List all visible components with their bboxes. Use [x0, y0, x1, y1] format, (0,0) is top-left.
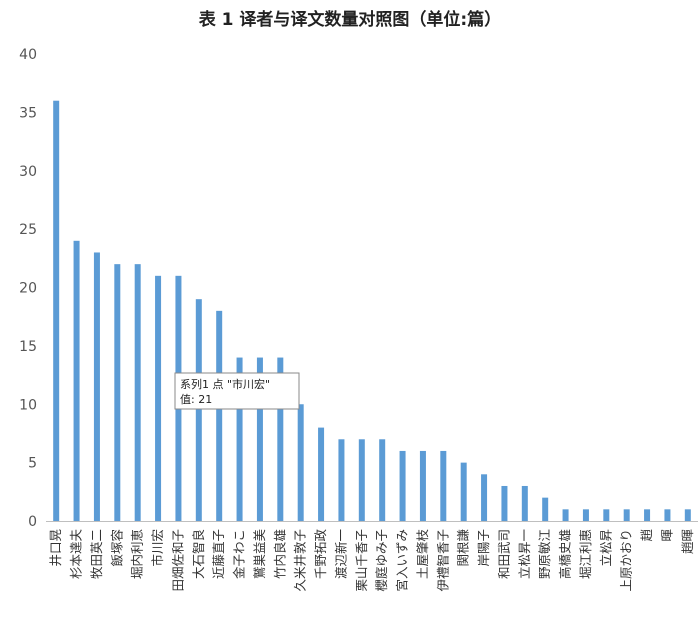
- x-tick-label: 立松昇一: [517, 529, 532, 579]
- bar[interactable]: [542, 497, 549, 521]
- x-tick-label: 田畑佐和子: [170, 529, 185, 592]
- x-tick-label: 堀内利恵: [130, 529, 145, 579]
- x-tick-label: 野原敏江: [537, 529, 552, 579]
- x-tick-label: 宮入いずみ: [395, 529, 410, 592]
- bar[interactable]: [297, 404, 304, 521]
- x-tick-label: 高橋史雄: [558, 529, 573, 579]
- tooltip-value: 值: 21: [180, 393, 212, 406]
- bar[interactable]: [318, 427, 325, 521]
- bar[interactable]: [338, 439, 345, 521]
- bar[interactable]: [114, 264, 121, 521]
- y-tick-label: 20: [19, 281, 37, 297]
- bar[interactable]: [256, 357, 263, 521]
- y-tick-label: 25: [19, 222, 37, 238]
- x-tick-label: 堀江利惠: [578, 529, 593, 579]
- y-tick-label: 15: [19, 339, 37, 355]
- x-tick-label: 大石智良: [191, 529, 206, 579]
- bar[interactable]: [582, 509, 589, 521]
- x-tick-label: 金子わこ: [232, 529, 247, 579]
- bar[interactable]: [644, 509, 651, 521]
- bar[interactable]: [195, 299, 202, 521]
- x-tick-label: 立松昇: [598, 529, 613, 567]
- bar[interactable]: [73, 240, 80, 522]
- bar[interactable]: [277, 357, 284, 521]
- bar[interactable]: [440, 450, 447, 521]
- x-tick-label: 竹内良雄: [272, 529, 287, 579]
- x-tick-label: 暉: [659, 529, 674, 542]
- y-tick-label: 30: [19, 164, 37, 180]
- x-tick-label: 鷲巣益美: [252, 529, 267, 579]
- y-tick-label: 35: [19, 105, 37, 121]
- x-tick-label: 関根謙: [456, 529, 471, 567]
- bar[interactable]: [93, 252, 100, 521]
- x-tick-label: 趙: [639, 529, 654, 542]
- bar[interactable]: [664, 509, 671, 521]
- x-tick-label: 伊禮智香子: [435, 529, 450, 592]
- x-tick-label: 栗山千香子: [354, 529, 369, 592]
- chart-title: 表 1 译者与译文数量对照图（单位:篇）: [199, 9, 501, 30]
- x-tick-label: 久米井敦子: [293, 529, 308, 592]
- bar[interactable]: [562, 509, 569, 521]
- x-tick-label: 井口晃: [48, 529, 63, 567]
- x-axis-labels: 井口晃 杉本達夫 牧田英二 飯塚容 堀内利恵 市川宏 田畑佐和子 大石智良 近藤直子 金子わこ 鷲巣…: [48, 529, 695, 592]
- x-tick-label: 渡辺新一: [333, 529, 348, 579]
- bar[interactable]: [134, 264, 141, 521]
- tooltip-series-point: 系列1 点 "市川宏": [180, 377, 270, 391]
- bar[interactable]: [379, 439, 386, 521]
- tooltip-box: [174, 372, 300, 410]
- x-tick-label: 和田武司: [496, 529, 511, 579]
- x-tick-label: 上原かおり: [619, 529, 634, 592]
- bar[interactable]: [684, 509, 691, 521]
- x-tick-label: 趙暉: [680, 529, 695, 554]
- y-tick-label: 5: [28, 456, 37, 472]
- x-tick-label: 市川宏: [150, 529, 165, 567]
- tooltip: 系列1 点 "市川宏" 值: 21: [174, 372, 300, 410]
- x-tick-label: 飯塚容: [109, 529, 124, 567]
- bar[interactable]: [216, 310, 223, 521]
- x-tick-label: 杉本達夫: [69, 529, 84, 580]
- y-tick-label: 0: [28, 514, 37, 530]
- x-tick-label: 近藤直子: [211, 529, 226, 579]
- bar[interactable]: [521, 485, 528, 521]
- x-tick-label: 岸陽子: [476, 529, 491, 567]
- bars: [53, 100, 691, 522]
- bar[interactable]: [236, 357, 243, 521]
- bar[interactable]: [501, 485, 508, 521]
- bar[interactable]: [155, 275, 162, 521]
- bar[interactable]: [481, 474, 488, 521]
- x-tick-label: 櫻庭ゆみ子: [374, 529, 389, 592]
- bar[interactable]: [623, 509, 630, 521]
- x-tick-label: 牧田英二: [89, 529, 104, 579]
- y-axis: 0 5 10 15 20 25 30 35 40: [19, 47, 37, 530]
- bar[interactable]: [460, 462, 467, 521]
- x-tick-label: 土屋肇枝: [415, 529, 430, 580]
- y-tick-label: 40: [19, 47, 37, 63]
- bar[interactable]: [603, 509, 610, 521]
- bar[interactable]: [399, 450, 406, 521]
- bar[interactable]: [419, 450, 426, 521]
- bar[interactable]: [358, 439, 365, 521]
- x-tick-label: 千野拓政: [313, 529, 328, 580]
- bar[interactable]: [53, 100, 60, 521]
- y-tick-label: 10: [19, 397, 37, 413]
